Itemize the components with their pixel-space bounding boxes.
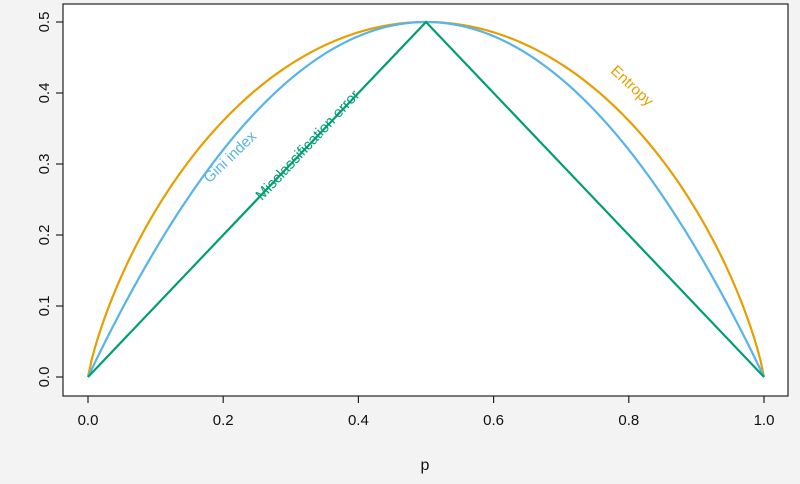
y-tick-label: 0.4	[36, 83, 53, 104]
y-tick-label: 0.1	[36, 296, 53, 317]
y-tick-label: 0.3	[36, 154, 53, 175]
y-axis: 0.0 0.1 0.2 0.3 0.4 0.5	[36, 12, 63, 388]
y-tick-label: 0.2	[36, 225, 53, 246]
x-tick-label: 0.6	[483, 412, 504, 429]
x-axis-title: p	[421, 457, 430, 474]
x-tick-label: 0.2	[213, 412, 234, 429]
plot-area	[62, 3, 789, 397]
x-tick-label: 1.0	[754, 412, 775, 429]
y-tick-label: 0.0	[36, 367, 53, 388]
x-tick-label: 0.4	[348, 412, 369, 429]
x-tick-label: 0.0	[78, 412, 99, 429]
y-tick-label: 0.5	[36, 12, 53, 33]
series-lines	[86, 20, 766, 378]
x-tick-label: 0.8	[618, 412, 639, 429]
series-line-misclassification-error	[87, 20, 765, 378]
x-axis: 0.0 0.2 0.4 0.6 0.8 1.0	[78, 396, 775, 429]
